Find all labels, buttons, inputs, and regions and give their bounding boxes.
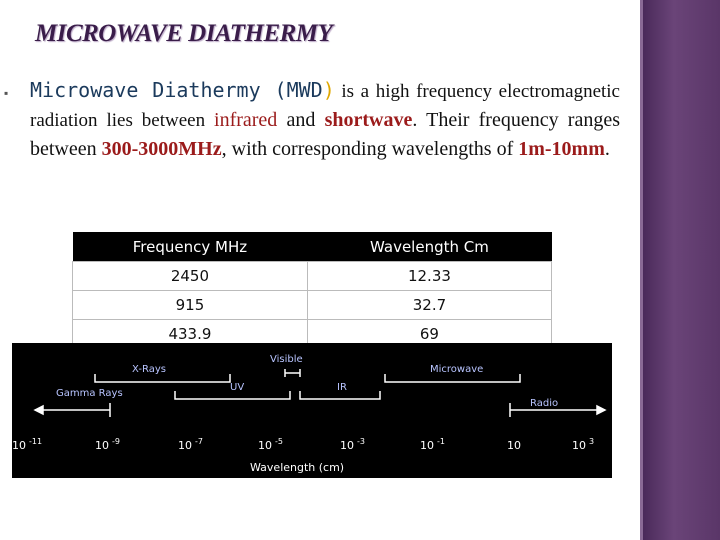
- label: Gamma Rays: [56, 388, 123, 399]
- tick-base: 10: [420, 439, 434, 452]
- cell: 12.33: [306, 261, 553, 291]
- slide-title: MICROWAVE DIATHERMY: [35, 20, 333, 47]
- tick-base: 10: [12, 439, 26, 452]
- tick-base: 10: [507, 439, 521, 452]
- highlight: shortwave: [324, 109, 413, 131]
- text: .: [604, 138, 610, 160]
- tick-label: 10 -7: [178, 437, 203, 452]
- tick-exp: -3: [357, 437, 365, 446]
- table: Frequency MHz Wavelength Cm 2450 12.33 91…: [72, 232, 553, 349]
- tick-label: 10 3: [572, 437, 594, 452]
- label: X-Rays: [132, 364, 166, 375]
- tick-exp: -1: [437, 437, 445, 446]
- header-cell: Wavelength Cm: [307, 232, 552, 262]
- label: Visible: [270, 354, 303, 365]
- side-bar: [640, 0, 720, 540]
- tick-exp: -9: [112, 437, 120, 446]
- tick-label: 10: [507, 439, 521, 452]
- tick-exp: -11: [29, 437, 42, 446]
- highlight: infrared: [214, 109, 278, 131]
- highlight: 300-3000MHz: [101, 138, 222, 160]
- bullet: ▪: [4, 86, 9, 100]
- tick-base: 10: [178, 439, 192, 452]
- brackets: [33, 369, 607, 417]
- paren: ): [322, 78, 335, 102]
- cell: 2450: [72, 261, 308, 291]
- highlight: 1m-10mm: [518, 138, 605, 160]
- tick-label: 10 -5: [258, 437, 283, 452]
- tick-exp: 3: [589, 437, 594, 446]
- axis-label: Wavelength (cm): [250, 461, 344, 474]
- tick-base: 10: [95, 439, 109, 452]
- text: . Their frequency ranges between: [30, 109, 620, 160]
- spectrum-diagram: X-Rays Visible UV IR Microwave Radio Gam…: [12, 343, 612, 478]
- label: Microwave: [430, 364, 483, 375]
- header-cell: Frequency MHz: [72, 232, 308, 262]
- paragraph: Microwave Diathermy (MWD) is a high freq…: [30, 76, 620, 164]
- tick-base: 10: [258, 439, 272, 452]
- tick-label: 10 -9: [95, 437, 120, 452]
- tick-exp: -7: [195, 437, 203, 446]
- tick-exp: -5: [275, 437, 283, 446]
- text: , with corresponding wavelengths of: [221, 138, 519, 160]
- tick-label: 10 -1: [420, 437, 445, 452]
- tick-base: 10: [572, 439, 586, 452]
- tick-base: 10: [340, 439, 354, 452]
- tick-label: 10 -3: [340, 437, 365, 452]
- term: Microwave Diathermy (MWD: [30, 78, 323, 102]
- label: Radio: [530, 398, 558, 409]
- cell: 32.7: [306, 290, 553, 320]
- label: UV: [230, 382, 244, 393]
- label: IR: [337, 382, 347, 393]
- text: is a high frequency electromagnetic radi…: [30, 81, 620, 131]
- text: and: [277, 109, 325, 131]
- cell: 915: [72, 290, 308, 320]
- tick-label: 10 -11: [12, 437, 42, 452]
